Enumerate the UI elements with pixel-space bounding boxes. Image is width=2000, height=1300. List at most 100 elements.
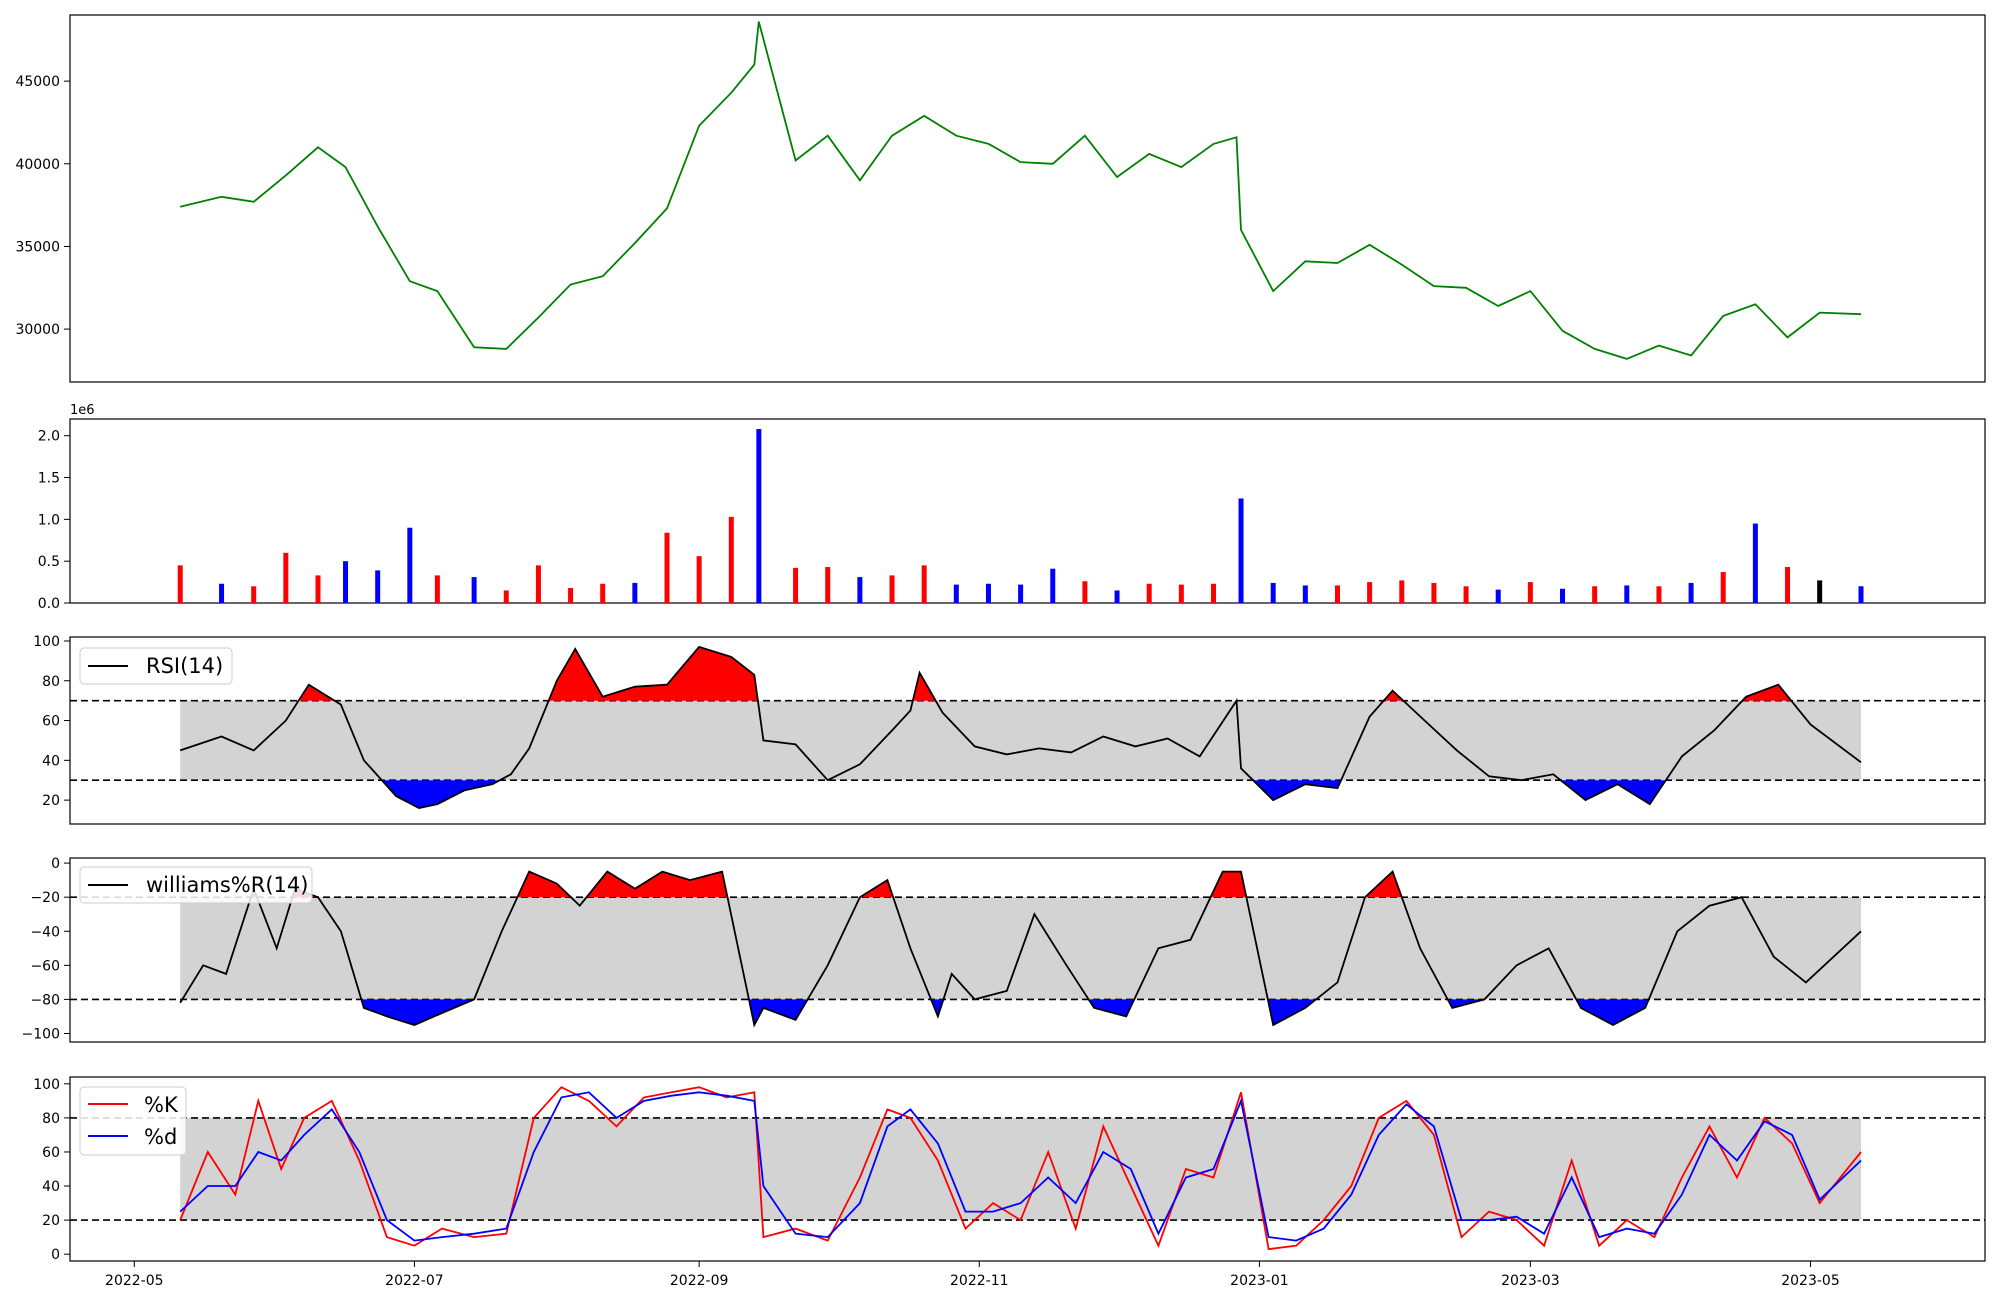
stochastic-axes-frame	[69, 1076, 1986, 1262]
volume-bar	[1018, 584, 1024, 603]
volume-bar	[503, 590, 509, 603]
ytick-label: −80	[30, 992, 60, 1008]
band-fill	[180, 897, 1862, 1000]
xtick-label: 2022-11	[950, 1273, 1009, 1289]
xtick-label: 2022-07	[385, 1273, 444, 1289]
rsi-panel: 20 40 60 80 100 RSI(14)	[33, 634, 1986, 825]
volume-bar	[1752, 523, 1758, 603]
volume-bar	[1334, 585, 1340, 603]
volume-bar	[696, 556, 702, 603]
ytick-label: −40	[30, 924, 60, 940]
ytick-label: 80	[42, 674, 60, 690]
rsi-marks	[70, 645, 1985, 810]
volume-bar	[953, 584, 959, 603]
volume-bar	[921, 565, 927, 603]
volume-bar	[407, 527, 413, 603]
xtick-label: 2023-03	[1501, 1273, 1560, 1289]
volume-bar	[1114, 590, 1120, 603]
price-line	[179, 21, 1862, 360]
volume-bar	[728, 516, 734, 603]
williams-axes-frame	[69, 857, 1986, 1043]
ytick-label: 80	[42, 1111, 60, 1127]
stochastic-xticks: 2022-05 2022-07 2022-09 2022-11 2023-01 2023-…	[105, 1261, 1840, 1289]
volume-bar	[1463, 586, 1469, 603]
volume-bar	[793, 567, 799, 603]
rsi-line	[179, 645, 1862, 810]
volume-panel: 0.0 0.5 1.0 1.5 2.0 1e6	[38, 403, 1986, 612]
volume-bar	[1817, 580, 1823, 603]
volume-bar	[1527, 582, 1533, 603]
ytick-label: −20	[30, 890, 60, 906]
volume-scale-label: 1e6	[70, 403, 95, 418]
volume-bar	[1785, 567, 1791, 603]
ytick-label: 1.5	[38, 471, 60, 487]
volume-bar	[375, 570, 381, 603]
band-fill	[180, 700, 1862, 781]
xtick-label: 2022-09	[670, 1273, 729, 1289]
rsi-yticks: 20 40 60 80 100	[33, 634, 70, 809]
volume-bar	[1302, 585, 1308, 603]
volume-bar	[251, 586, 257, 603]
volume-bar	[535, 565, 541, 603]
volume-bar	[600, 583, 606, 603]
price-marks	[179, 21, 1862, 360]
ytick-label: 40000	[15, 157, 60, 173]
volume-bar	[1238, 498, 1244, 603]
price-yticks: 30000 35000 40000 45000	[15, 74, 70, 338]
williams-yticks: −100 −80 −60 −40 −20 0	[22, 856, 70, 1042]
ytick-label: 0	[51, 856, 60, 872]
volume-bar	[1858, 586, 1864, 603]
volume-yticks: 0.0 0.5 1.0 1.5 2.0	[38, 429, 70, 612]
xtick-label: 2022-05	[105, 1273, 164, 1289]
volume-bar	[889, 575, 895, 603]
volume-bar	[1178, 584, 1184, 603]
volume-bar	[1688, 582, 1694, 603]
ytick-label: 0.5	[38, 554, 60, 570]
ytick-label: 100	[33, 1077, 60, 1093]
ytick-label: 0	[51, 1247, 60, 1263]
volume-bar	[1270, 582, 1276, 603]
volume-bar	[825, 567, 831, 603]
ytick-label: 20	[42, 793, 60, 809]
ytick-label: −100	[22, 1026, 60, 1042]
xtick-label: 2023-01	[1230, 1273, 1289, 1289]
volume-bar	[1495, 589, 1501, 603]
band-fill	[180, 1117, 1862, 1221]
ytick-label: 45000	[15, 74, 60, 90]
volume-bar	[219, 583, 225, 603]
volume-bar	[1624, 585, 1630, 603]
volume-bar	[985, 583, 991, 603]
stochastic-yticks: 0 20 40 60 80 100	[33, 1077, 70, 1263]
ytick-label: 1.0	[38, 512, 60, 528]
ytick-label: 40	[42, 753, 60, 769]
stochastic-marks	[70, 1086, 1985, 1251]
volume-bar	[568, 587, 574, 603]
williams-legend: williams%R(14)	[79, 866, 313, 904]
ytick-label: 60	[42, 714, 60, 730]
ytick-label: 100	[33, 634, 60, 650]
volume-marks	[177, 429, 1864, 603]
rsi-axes-frame	[69, 636, 1986, 825]
volume-bar	[1720, 572, 1726, 603]
volume-bar	[1367, 582, 1373, 603]
k-line	[179, 1086, 1862, 1251]
price-axes-frame	[69, 14, 1986, 383]
volume-bar	[1656, 586, 1662, 603]
rsi-legend: RSI(14)	[79, 647, 233, 685]
rsi-legend-box	[79, 647, 233, 685]
williams-marks	[70, 870, 1985, 1028]
d-legend-label: %d	[144, 1125, 177, 1149]
rsi-legend-label: RSI(14)	[146, 654, 223, 678]
volume-bar	[1210, 583, 1216, 603]
volume-bar	[315, 575, 321, 603]
volume-bar	[177, 565, 183, 603]
ytick-label: 60	[42, 1145, 60, 1161]
ytick-label: 40	[42, 1179, 60, 1195]
volume-axes-frame	[69, 418, 1986, 604]
volume-bar	[857, 577, 863, 603]
stochastic-panel: 0 20 40 60 80 100 2022-05 2022-07 2022-09 2022-1…	[33, 1076, 1986, 1289]
stochastic-legend: %K %d	[79, 1086, 187, 1156]
d-line	[179, 1091, 1862, 1242]
volume-bar	[1146, 583, 1152, 603]
